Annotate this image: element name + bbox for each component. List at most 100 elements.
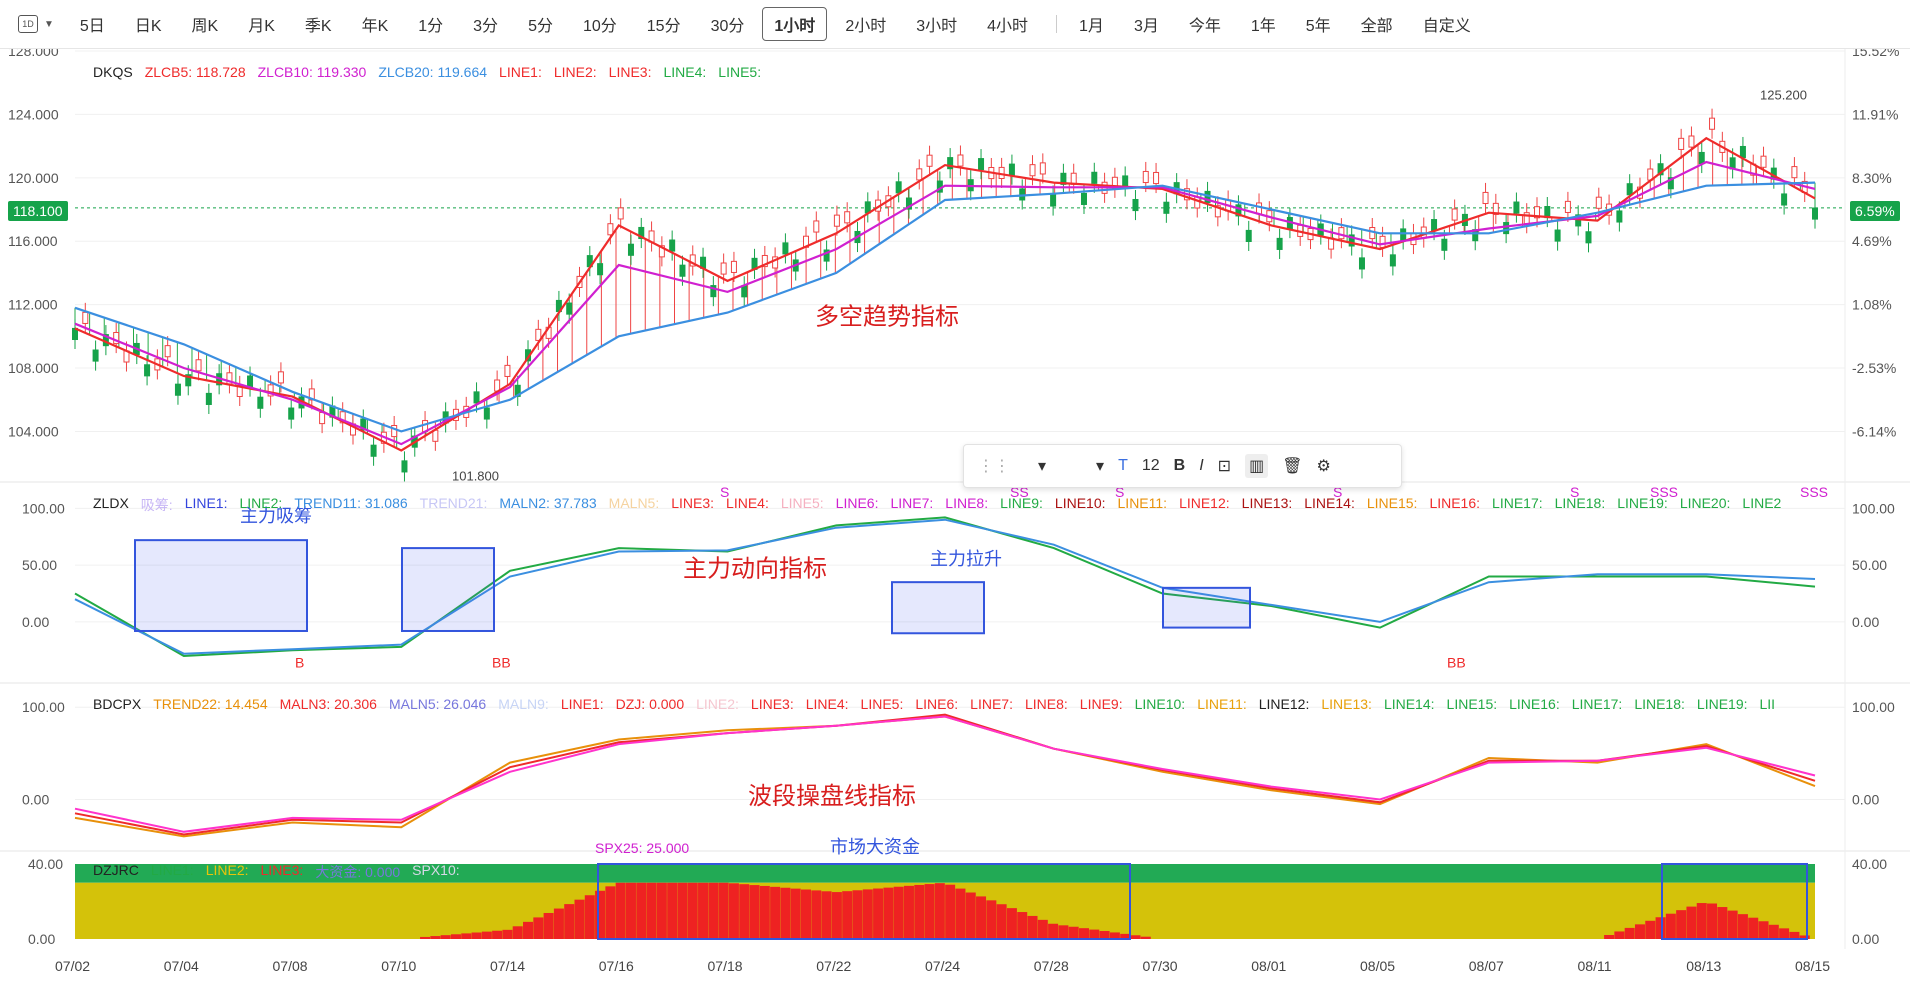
range-button[interactable]: 自定义 (1422, 18, 1471, 35)
big-capital-bar (1027, 915, 1038, 939)
period-button[interactable]: 4小时 (987, 18, 1029, 35)
chart-settings-icon[interactable]: ▥ (1245, 454, 1269, 478)
lock-icon[interactable]: ⊡ (1217, 458, 1232, 475)
drag-handle-icon[interactable]: ⋮⋮ (978, 458, 1010, 475)
kline-chart[interactable]: 128.000 15.52% 124.000 11.91% 120.000 8.30% 11… (0, 49, 1910, 981)
period-button[interactable]: 周K (191, 18, 219, 35)
range-button[interactable]: 今年 (1188, 18, 1221, 35)
italic-button[interactable]: I (1199, 457, 1204, 474)
period-button[interactable]: 3小时 (916, 18, 958, 35)
pct-tick-label: 1.08% (1852, 297, 1892, 313)
period-button[interactable]: 1小时 (762, 7, 828, 41)
pct-tick-label: 8.30% (1852, 170, 1892, 186)
chevron-down-icon: ▼ (44, 18, 54, 30)
period-button[interactable]: 5分 (528, 18, 553, 35)
x-tick-label: 07/22 (816, 958, 851, 974)
y-tick-label: 0.00 (22, 791, 49, 807)
candle-body (926, 154, 933, 167)
range-button[interactable]: 全部 (1360, 18, 1393, 35)
range-button[interactable]: 5年 (1305, 18, 1331, 35)
candle-body (947, 157, 954, 170)
x-tick-label: 08/07 (1469, 958, 1504, 974)
big-capital-bar (893, 886, 904, 939)
period-button[interactable]: 1分 (418, 18, 444, 35)
candle-body (1142, 170, 1149, 184)
period-button[interactable]: 日K (134, 18, 162, 35)
period-button[interactable]: 季K (304, 18, 332, 35)
candle-body (1482, 191, 1489, 205)
legend-item: DZJ: 0.000 (615, 696, 685, 712)
bdcpx-annotation: 波段操盘线指标 (748, 783, 916, 810)
big-capital-bar (1737, 914, 1748, 939)
range-button[interactable]: 3月 (1133, 18, 1159, 35)
big-capital-bar (759, 885, 770, 939)
pct-tick-label: -2.53% (1852, 360, 1896, 376)
legend-item: LINE11: (1197, 696, 1247, 712)
range-button[interactable]: 1年 (1250, 18, 1276, 35)
font-size-select[interactable]: 12 (1141, 457, 1160, 474)
candle-body (267, 384, 274, 397)
x-tick-label: 07/02 (55, 958, 90, 974)
oscillator-line (74, 713, 1816, 836)
y-tick-label: 120.000 (8, 170, 59, 186)
candle-body (1739, 145, 1746, 159)
period-button[interactable]: 15分 (646, 18, 681, 35)
x-tick-label: 08/01 (1251, 958, 1286, 974)
legend-item: TREND22: 14.454 (153, 696, 268, 712)
dkqs-annotation: 多空趋势指标 (815, 304, 959, 331)
candle-body (1791, 166, 1798, 179)
pct-tick-label: 15.52% (1852, 49, 1899, 59)
line-style-dropdown[interactable]: ▾ (1038, 458, 1047, 475)
candle-body (473, 391, 480, 404)
legend-item: LINE5: (718, 64, 762, 80)
legend-item: SPX10: (412, 862, 460, 878)
big-capital-bar (492, 930, 503, 939)
trash-icon[interactable]: 🗑 (1282, 458, 1303, 475)
period-button[interactable]: 3分 (473, 18, 499, 35)
sell-mark: SSS (1800, 484, 1828, 500)
dkqs-legend: DKQS ZLCB5: 118.728 ZLCB10: 119.330 ZLCB20:… (93, 64, 761, 82)
bold-button[interactable]: B (1173, 457, 1186, 474)
period-button[interactable]: 2小时 (845, 18, 887, 35)
pull-up-label: 主力拉升 (930, 549, 1002, 569)
candle-body (566, 302, 573, 315)
period-button[interactable]: 月K (248, 18, 275, 35)
candle-body (92, 349, 99, 362)
chart-type-dropdown[interactable]: 1D ▼ (18, 15, 54, 33)
candle-body (761, 254, 768, 268)
big-capital-bar (533, 917, 544, 939)
text-tool-icon[interactable]: T (1118, 457, 1128, 474)
pct-tick-label: 11.91% (1852, 106, 1898, 122)
big-capital-bar (811, 890, 822, 939)
legend-item: 吸筹: (140, 497, 173, 513)
candle-body (113, 331, 120, 345)
range-button[interactable]: 1月 (1079, 18, 1104, 35)
big-capital-bar (481, 931, 492, 939)
big-capital-bar (625, 882, 636, 939)
current-pct-tag: 6.59% (1850, 201, 1900, 221)
gear-icon[interactable]: ⚙ (1316, 458, 1331, 475)
candle-body (1091, 171, 1098, 184)
big-capital-bar (1130, 935, 1141, 939)
candle-body (360, 418, 367, 431)
color-dropdown[interactable]: ▾ (1096, 458, 1105, 475)
period-button[interactable]: 10分 (582, 18, 617, 35)
period-button[interactable]: 年K (361, 18, 389, 35)
y-tick-label-right: 40.00 (1852, 856, 1887, 872)
legend-item: MALN9: (498, 696, 549, 712)
candle-body (247, 375, 254, 388)
x-tick-label: 08/15 (1795, 958, 1830, 974)
legend-item: MALN5: (608, 495, 660, 511)
candle-body (1564, 200, 1571, 213)
candle-body (319, 412, 326, 425)
big-capital-bar (1068, 926, 1079, 939)
candle-body (1451, 208, 1458, 221)
big-capital-bar (1655, 917, 1666, 939)
accumulation-box (401, 547, 495, 632)
period-button[interactable]: 30分 (710, 18, 745, 35)
y-tick-label: 0.00 (22, 614, 49, 630)
legend-item: LINE3: (260, 862, 304, 878)
candle-body (1595, 196, 1602, 209)
big-capital-bar (831, 892, 842, 939)
period-button[interactable]: 5日 (79, 18, 105, 35)
